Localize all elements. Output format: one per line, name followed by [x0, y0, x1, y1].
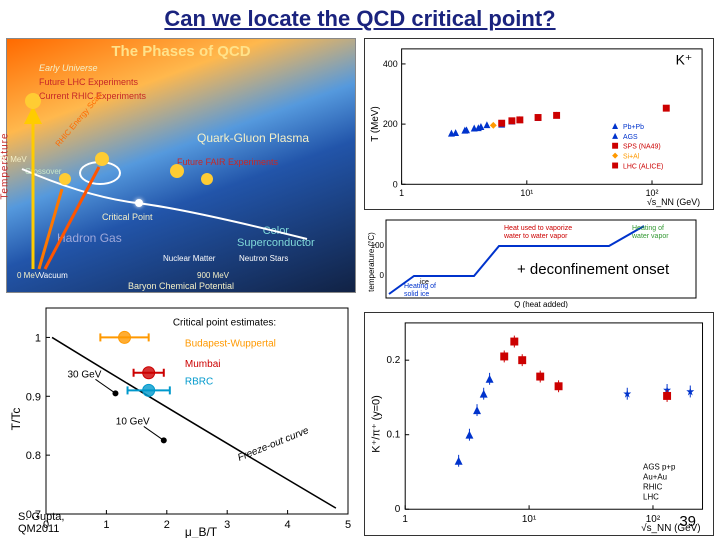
svg-text:Heat used to vaporize: Heat used to vaporize	[504, 225, 572, 232]
svg-text:0: 0	[393, 179, 398, 189]
svg-text:SPS (NA49): SPS (NA49)	[623, 144, 661, 151]
svg-text:ice: ice	[420, 279, 429, 286]
kaon-pion-horn-chart: 00.10.2110¹10²K⁺/π⁺ (y=0)√s_NN (GeV)AGS …	[364, 312, 714, 536]
phase-xlabel: Baryon Chemical Potential	[128, 281, 234, 291]
svg-text:10¹: 10¹	[522, 514, 537, 525]
page-title: Can we locate the QCD critical point?	[0, 6, 720, 32]
svg-text:0.1: 0.1	[386, 430, 400, 441]
svg-text:1: 1	[399, 188, 404, 198]
phase-crossover: Crossover	[25, 167, 61, 176]
svg-text:LHC: LHC	[643, 492, 659, 501]
svg-text:5: 5	[345, 519, 351, 531]
svg-text:200: 200	[383, 119, 398, 129]
svg-text:solid ice: solid ice	[404, 291, 429, 298]
critical-point-highlight-ellipse	[79, 161, 121, 185]
svg-text:1: 1	[103, 519, 109, 531]
critical-point-dot	[135, 199, 143, 207]
attribution: S. Gupta, QM2011	[18, 511, 64, 536]
svg-text:T/Tc: T/Tc	[9, 408, 23, 431]
svg-text:0.9: 0.9	[26, 391, 41, 403]
phase-tick-900: 900 MeV	[197, 271, 229, 280]
phase-current-rhic: Current RHIC Experiments	[39, 91, 146, 101]
svg-text:0.2: 0.2	[386, 355, 400, 366]
svg-text:K⁺: K⁺	[676, 52, 693, 68]
phase-critical-point: Critical Point	[102, 212, 153, 222]
svg-text:10 GeV: 10 GeV	[116, 416, 150, 427]
kplus-temperature-chart: 0200400110¹10²T (MeV)√s_NN (GeV)K⁺Pb+PbA…	[364, 38, 714, 210]
svg-text:RHIC: RHIC	[643, 482, 663, 491]
svg-text:μ_B/T: μ_B/T	[185, 525, 218, 538]
svg-text:water to water vapor: water to water vapor	[503, 233, 568, 240]
svg-text:0.8: 0.8	[26, 450, 41, 462]
svg-text:Au+Au: Au+Au	[643, 473, 667, 482]
phase-future-lhc: Future LHC Experiments	[39, 77, 138, 87]
svg-text:Mumbai: Mumbai	[185, 359, 221, 370]
svg-text:Pb+Pb: Pb+Pb	[623, 124, 644, 131]
svg-text:AGS p+p: AGS p+p	[643, 463, 676, 472]
svg-text:1: 1	[402, 514, 408, 525]
qcd-phase-diagram: Temperature The Phases of QCD Early Univ…	[6, 38, 356, 293]
phase-future-fair: Future FAIR Experiments	[177, 157, 278, 167]
svg-text:0: 0	[395, 504, 401, 515]
phase-title: The Phases of QCD	[111, 43, 250, 60]
svg-text:√s_NN (GeV): √s_NN (GeV)	[647, 197, 700, 207]
phase-csc: ColorSuperconductor	[237, 225, 315, 249]
svg-text:400: 400	[383, 59, 398, 69]
svg-text:Heating of: Heating of	[632, 225, 664, 232]
phase-nuclear-matter: Nuclear Matter	[163, 254, 215, 263]
svg-text:4: 4	[285, 519, 291, 531]
page-number: 39	[679, 513, 696, 530]
phase-hadron-gas: Hadron Gas	[57, 231, 122, 245]
phase-ylabel: Temperature	[0, 132, 11, 199]
svg-text:Critical point estimates:: Critical point estimates:	[173, 318, 276, 329]
svg-text:T (MeV): T (MeV)	[370, 106, 381, 141]
svg-text:100: 100	[371, 241, 385, 250]
svg-text:LHC (ALICE): LHC (ALICE)	[623, 163, 663, 170]
svg-text:K⁺/π⁺ (y=0): K⁺/π⁺ (y=0)	[370, 395, 382, 452]
svg-text:Budapest-Wuppertal: Budapest-Wuppertal	[185, 338, 276, 349]
svg-text:water vapor: water vapor	[631, 233, 669, 240]
svg-text:1: 1	[35, 332, 41, 344]
phase-tick-170: ~170 MeV	[0, 155, 27, 164]
ttc-critical-point-chart: 0.70.80.91012345T/Tcμ_B/TFreeze-out curv…	[6, 300, 356, 538]
svg-text:2: 2	[164, 519, 170, 531]
svg-text:0: 0	[380, 271, 385, 280]
phase-qgp: Quark-Gluon Plasma	[197, 131, 309, 145]
deconfinement-note: + deconfinement onset	[514, 260, 672, 279]
svg-text:10¹: 10¹	[520, 188, 533, 198]
phase-vacuum: Vacuum	[39, 271, 68, 280]
svg-text:Q (heat added): Q (heat added)	[514, 300, 568, 308]
phase-tick-0mev: 0 MeV	[17, 271, 40, 280]
svg-text:3: 3	[224, 519, 230, 531]
svg-text:AGS: AGS	[623, 134, 638, 141]
svg-text:Si+Al: Si+Al	[623, 154, 640, 161]
svg-text:RBRC: RBRC	[185, 377, 213, 388]
phase-neutron-stars: Neutron Stars	[239, 254, 288, 263]
phase-early-universe: Early Universe	[39, 63, 98, 73]
svg-text:30 GeV: 30 GeV	[67, 369, 101, 380]
